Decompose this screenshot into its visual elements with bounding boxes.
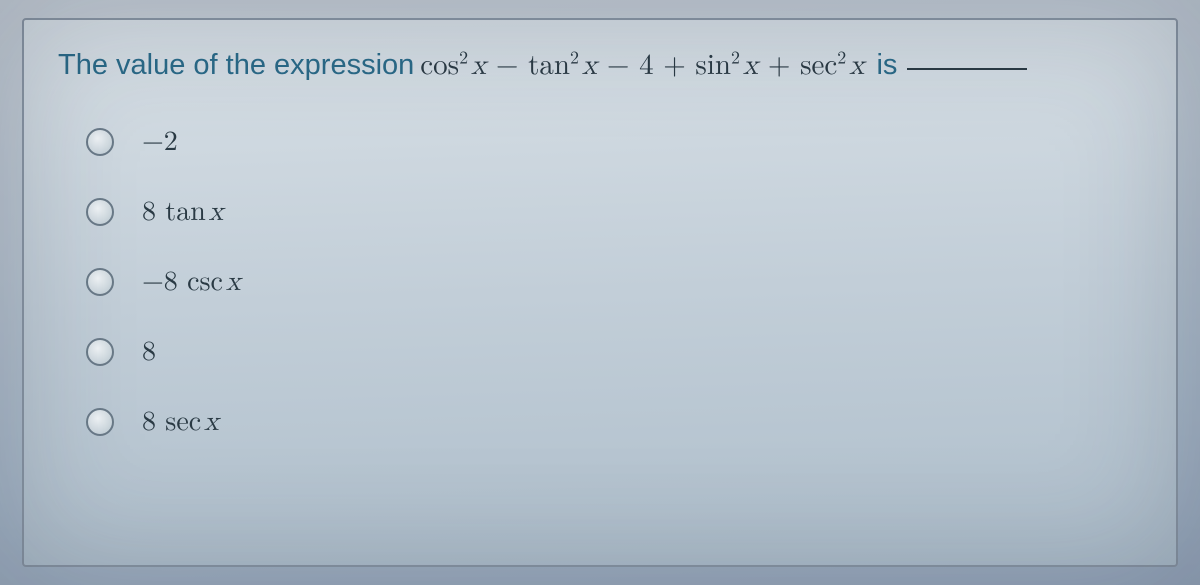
option-label: −8 csc x [142, 265, 241, 299]
answer-blank [907, 68, 1027, 70]
option-row[interactable]: 8 tan x [86, 195, 1142, 229]
option-row[interactable]: 8 sec x [86, 405, 1142, 439]
option-label: 8 tan x [142, 195, 223, 229]
question-card: The value of the expression cos2 x − tan… [22, 18, 1178, 567]
question-lead-text: The value of the expression [58, 49, 414, 82]
option-row[interactable]: 8 [86, 335, 1142, 369]
radio-icon[interactable] [86, 268, 114, 296]
question-trailing-text: is [876, 49, 897, 82]
option-row[interactable]: −2 [86, 125, 1142, 159]
radio-icon[interactable] [86, 338, 114, 366]
radio-icon[interactable] [86, 198, 114, 226]
option-label: −2 [142, 125, 178, 159]
option-row[interactable]: −8 csc x [86, 265, 1142, 299]
option-label: 8 [142, 335, 156, 369]
options-group: −2 8 tan x −8 csc x 8 8 sec x [86, 125, 1142, 439]
question-expression: cos2 x − tan2 x − 4 + sin2 x + sec2 x [420, 48, 864, 83]
question-stem: The value of the expression cos2 x − tan… [58, 48, 1142, 83]
radio-icon[interactable] [86, 128, 114, 156]
radio-icon[interactable] [86, 408, 114, 436]
option-label: 8 sec x [142, 405, 219, 439]
